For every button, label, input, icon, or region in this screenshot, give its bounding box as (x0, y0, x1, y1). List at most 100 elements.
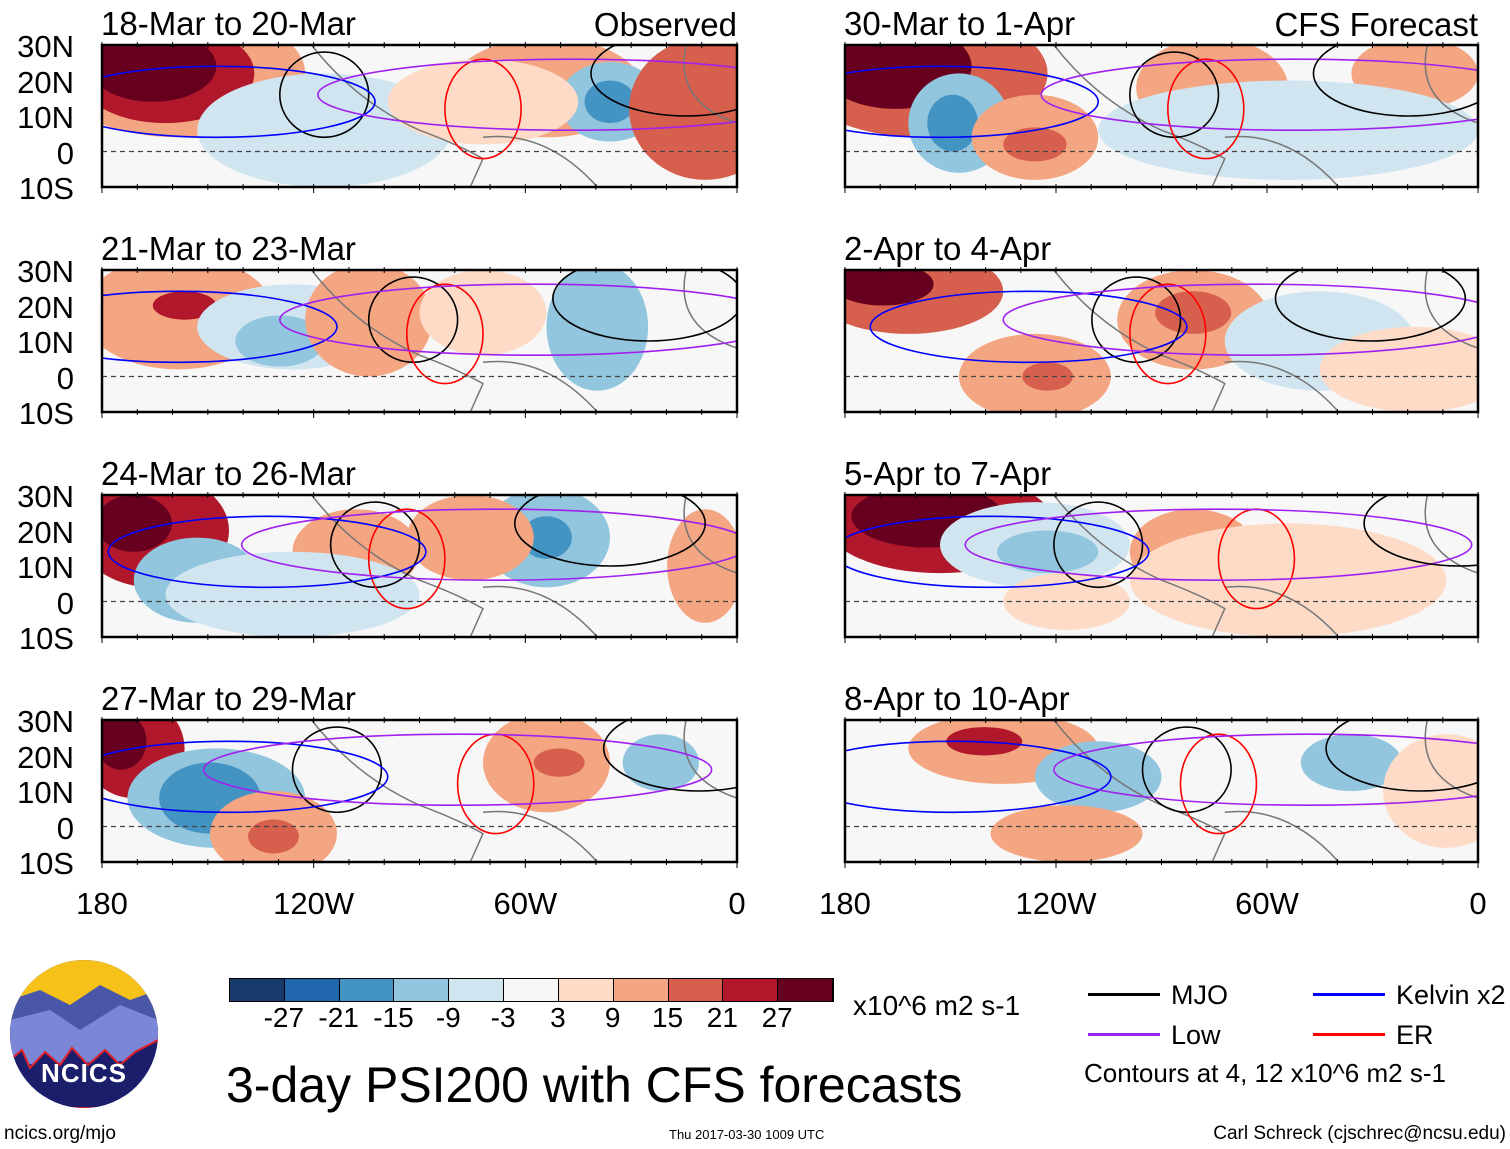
lat-tick-label: 10N (17, 550, 74, 585)
contour-line (845, 740, 1112, 814)
legend-label: Kelvin x2 (1396, 980, 1506, 1010)
map-panel (100, 492, 739, 643)
contour-line (240, 508, 737, 581)
anomaly-region (546, 270, 649, 391)
anomaly-region (584, 80, 636, 124)
coastline (310, 45, 737, 187)
panel-label: CFS Forecast (1274, 6, 1478, 43)
colorbar-swatch (230, 979, 285, 1001)
footer-url[interactable]: ncics.org/mjo (4, 1123, 116, 1144)
lon-tick-label: 0 (728, 886, 746, 921)
lon-tick-label: 120W (1015, 886, 1097, 921)
contour-line (1053, 733, 1478, 806)
colorbar-swatch (668, 979, 724, 1001)
legend-label: Low (1171, 1020, 1221, 1050)
lon-tick-label: 180 (819, 886, 871, 921)
contour-line (279, 283, 737, 356)
lat-tick-label: 0 (56, 135, 74, 171)
anomaly-region (996, 530, 1099, 574)
lat-tick-label: 20N (17, 739, 74, 775)
lat-tick-label: 10S (18, 171, 74, 206)
map-panel (100, 717, 739, 868)
colorbar (229, 978, 834, 1002)
legend-line-low (1088, 1033, 1160, 1036)
panel-title: 30-Mar to 1-Apr (844, 5, 1076, 42)
contour-line (278, 51, 370, 139)
legend-label: ER (1396, 1020, 1434, 1050)
contour-line (1053, 501, 1144, 589)
anomaly-region (235, 315, 325, 367)
colorbar-tick-label: 27 (761, 1002, 793, 1033)
anomaly-region (387, 59, 579, 145)
lat-tick-label: 0 (56, 360, 74, 396)
anomaly-region (102, 495, 172, 552)
colorbar-tick-label: -27 (263, 1002, 305, 1033)
colorbar-swatch (613, 979, 669, 1001)
lon-tick-label: 60W (1235, 886, 1299, 921)
contour-line (1312, 45, 1478, 117)
anomaly-region (152, 291, 217, 320)
contour-note: Contours at 4, 12 x10^6 m2 s-1 (1084, 1058, 1446, 1088)
legend-line-mjo (1088, 993, 1160, 996)
logo-text: NCICS (41, 1058, 127, 1088)
anomaly-region (533, 748, 585, 777)
coastline (310, 495, 737, 637)
contour-line (513, 495, 707, 567)
lat-tick-label: 20N (17, 514, 74, 550)
map-panel (843, 717, 1480, 868)
anomaly-region (165, 551, 420, 637)
contour-line (367, 508, 446, 610)
colorbar-tick-label: -15 (373, 1002, 414, 1033)
anomaly-region (845, 270, 934, 306)
contour-line (317, 58, 737, 131)
panel-title: 5-Apr to 7-Apr (844, 455, 1052, 492)
map-panel (843, 42, 1480, 193)
panel-title: 2-Apr to 4-Apr (844, 230, 1052, 267)
anomaly-region (629, 45, 737, 180)
colorbar-tick-label: -21 (318, 1002, 359, 1033)
panel-title: 24-Mar to 26-Mar (101, 455, 356, 492)
colorbar-swatch (339, 979, 395, 1001)
lat-tick-label: 30N (17, 29, 74, 64)
anomaly-region (406, 495, 534, 581)
lat-tick-label: 10S (18, 396, 74, 431)
anomaly-region (1129, 523, 1447, 637)
contour-line (869, 290, 1188, 364)
lat-tick-label: 30N (17, 254, 74, 289)
lat-tick-label: 10S (18, 846, 74, 881)
lat-tick-label: 0 (56, 810, 74, 846)
map-panel (100, 267, 739, 418)
legend-label: MJO (1171, 980, 1228, 1010)
legend-line-er (1313, 1033, 1385, 1036)
anomaly-region (102, 720, 147, 770)
lat-tick-label: 0 (56, 585, 74, 621)
anomaly-region (248, 819, 299, 854)
lon-tick-label: 180 (76, 886, 128, 921)
anomaly-region (1003, 127, 1067, 162)
footer-timestamp: Thu 2017-03-30 1009 UTC (669, 1127, 825, 1142)
panel-label: Observed (593, 6, 737, 43)
contour-line (202, 733, 713, 807)
lat-tick-label: 20N (17, 289, 74, 325)
lat-tick-label: 30N (17, 704, 74, 739)
lat-tick-label: 30N (17, 479, 74, 514)
contour-line (102, 65, 376, 139)
colorbar-tick-label: -3 (490, 1002, 516, 1033)
colorbar-swatch (558, 979, 614, 1001)
anomaly-region (419, 270, 547, 356)
colorbar-units: x10^6 m2 s-1 (853, 990, 1021, 1021)
colorbar-tick-label: 9 (604, 1002, 621, 1033)
lon-tick-label: 60W (493, 886, 558, 921)
anomaly-region (927, 94, 978, 152)
lon-tick-label: 0 (1469, 886, 1487, 921)
anomaly-region (1155, 291, 1232, 334)
anomaly-region (622, 734, 699, 791)
anomaly-region (1319, 326, 1478, 412)
lat-tick-label: 20N (17, 64, 74, 100)
contour-line (405, 283, 484, 385)
lon-tick-label: 120W (273, 886, 355, 921)
contour-line (1002, 283, 1478, 356)
contour-line (444, 58, 522, 160)
contour-line (602, 720, 737, 792)
